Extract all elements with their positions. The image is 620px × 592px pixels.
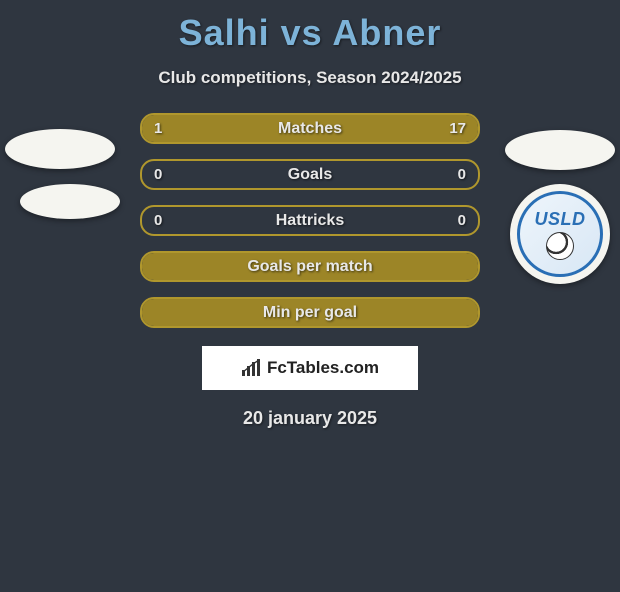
bar-value-right: 0	[458, 166, 466, 183]
bar-label: Goals	[288, 166, 332, 184]
club-badge-text: USLD	[535, 209, 586, 230]
bar-value-left: 0	[154, 166, 162, 183]
fctables-logo[interactable]: FcTables.com	[202, 346, 418, 390]
stat-bar-goals: 0 Goals 0	[140, 159, 480, 190]
player-left-avatar	[5, 129, 115, 169]
player-right-avatar	[505, 130, 615, 170]
bars-chart-icon	[241, 359, 263, 377]
bar-label: Matches	[278, 120, 342, 138]
bar-label: Goals per match	[247, 258, 372, 276]
bar-value-left: 0	[154, 212, 162, 229]
bar-label: Min per goal	[263, 304, 357, 322]
club-right-badge: USLD	[510, 184, 610, 284]
subtitle: Club competitions, Season 2024/2025	[0, 68, 620, 88]
bar-value-left: 1	[154, 120, 162, 137]
stat-bar-hattricks: 0 Hattricks 0	[140, 205, 480, 236]
bar-value-right: 17	[449, 120, 466, 137]
club-badge-inner: USLD	[517, 191, 603, 277]
date-text: 20 january 2025	[0, 408, 620, 429]
bar-label: Hattricks	[276, 212, 344, 230]
club-left-badge	[20, 184, 120, 219]
bar-value-right: 0	[458, 212, 466, 229]
page-title: Salhi vs Abner	[0, 12, 620, 54]
stat-bar-min-per-goal: Min per goal	[140, 297, 480, 328]
logo-text: FcTables.com	[267, 358, 379, 378]
soccer-ball-icon	[546, 232, 574, 260]
stat-bar-matches: 1 Matches 17	[140, 113, 480, 144]
stat-bar-goals-per-match: Goals per match	[140, 251, 480, 282]
